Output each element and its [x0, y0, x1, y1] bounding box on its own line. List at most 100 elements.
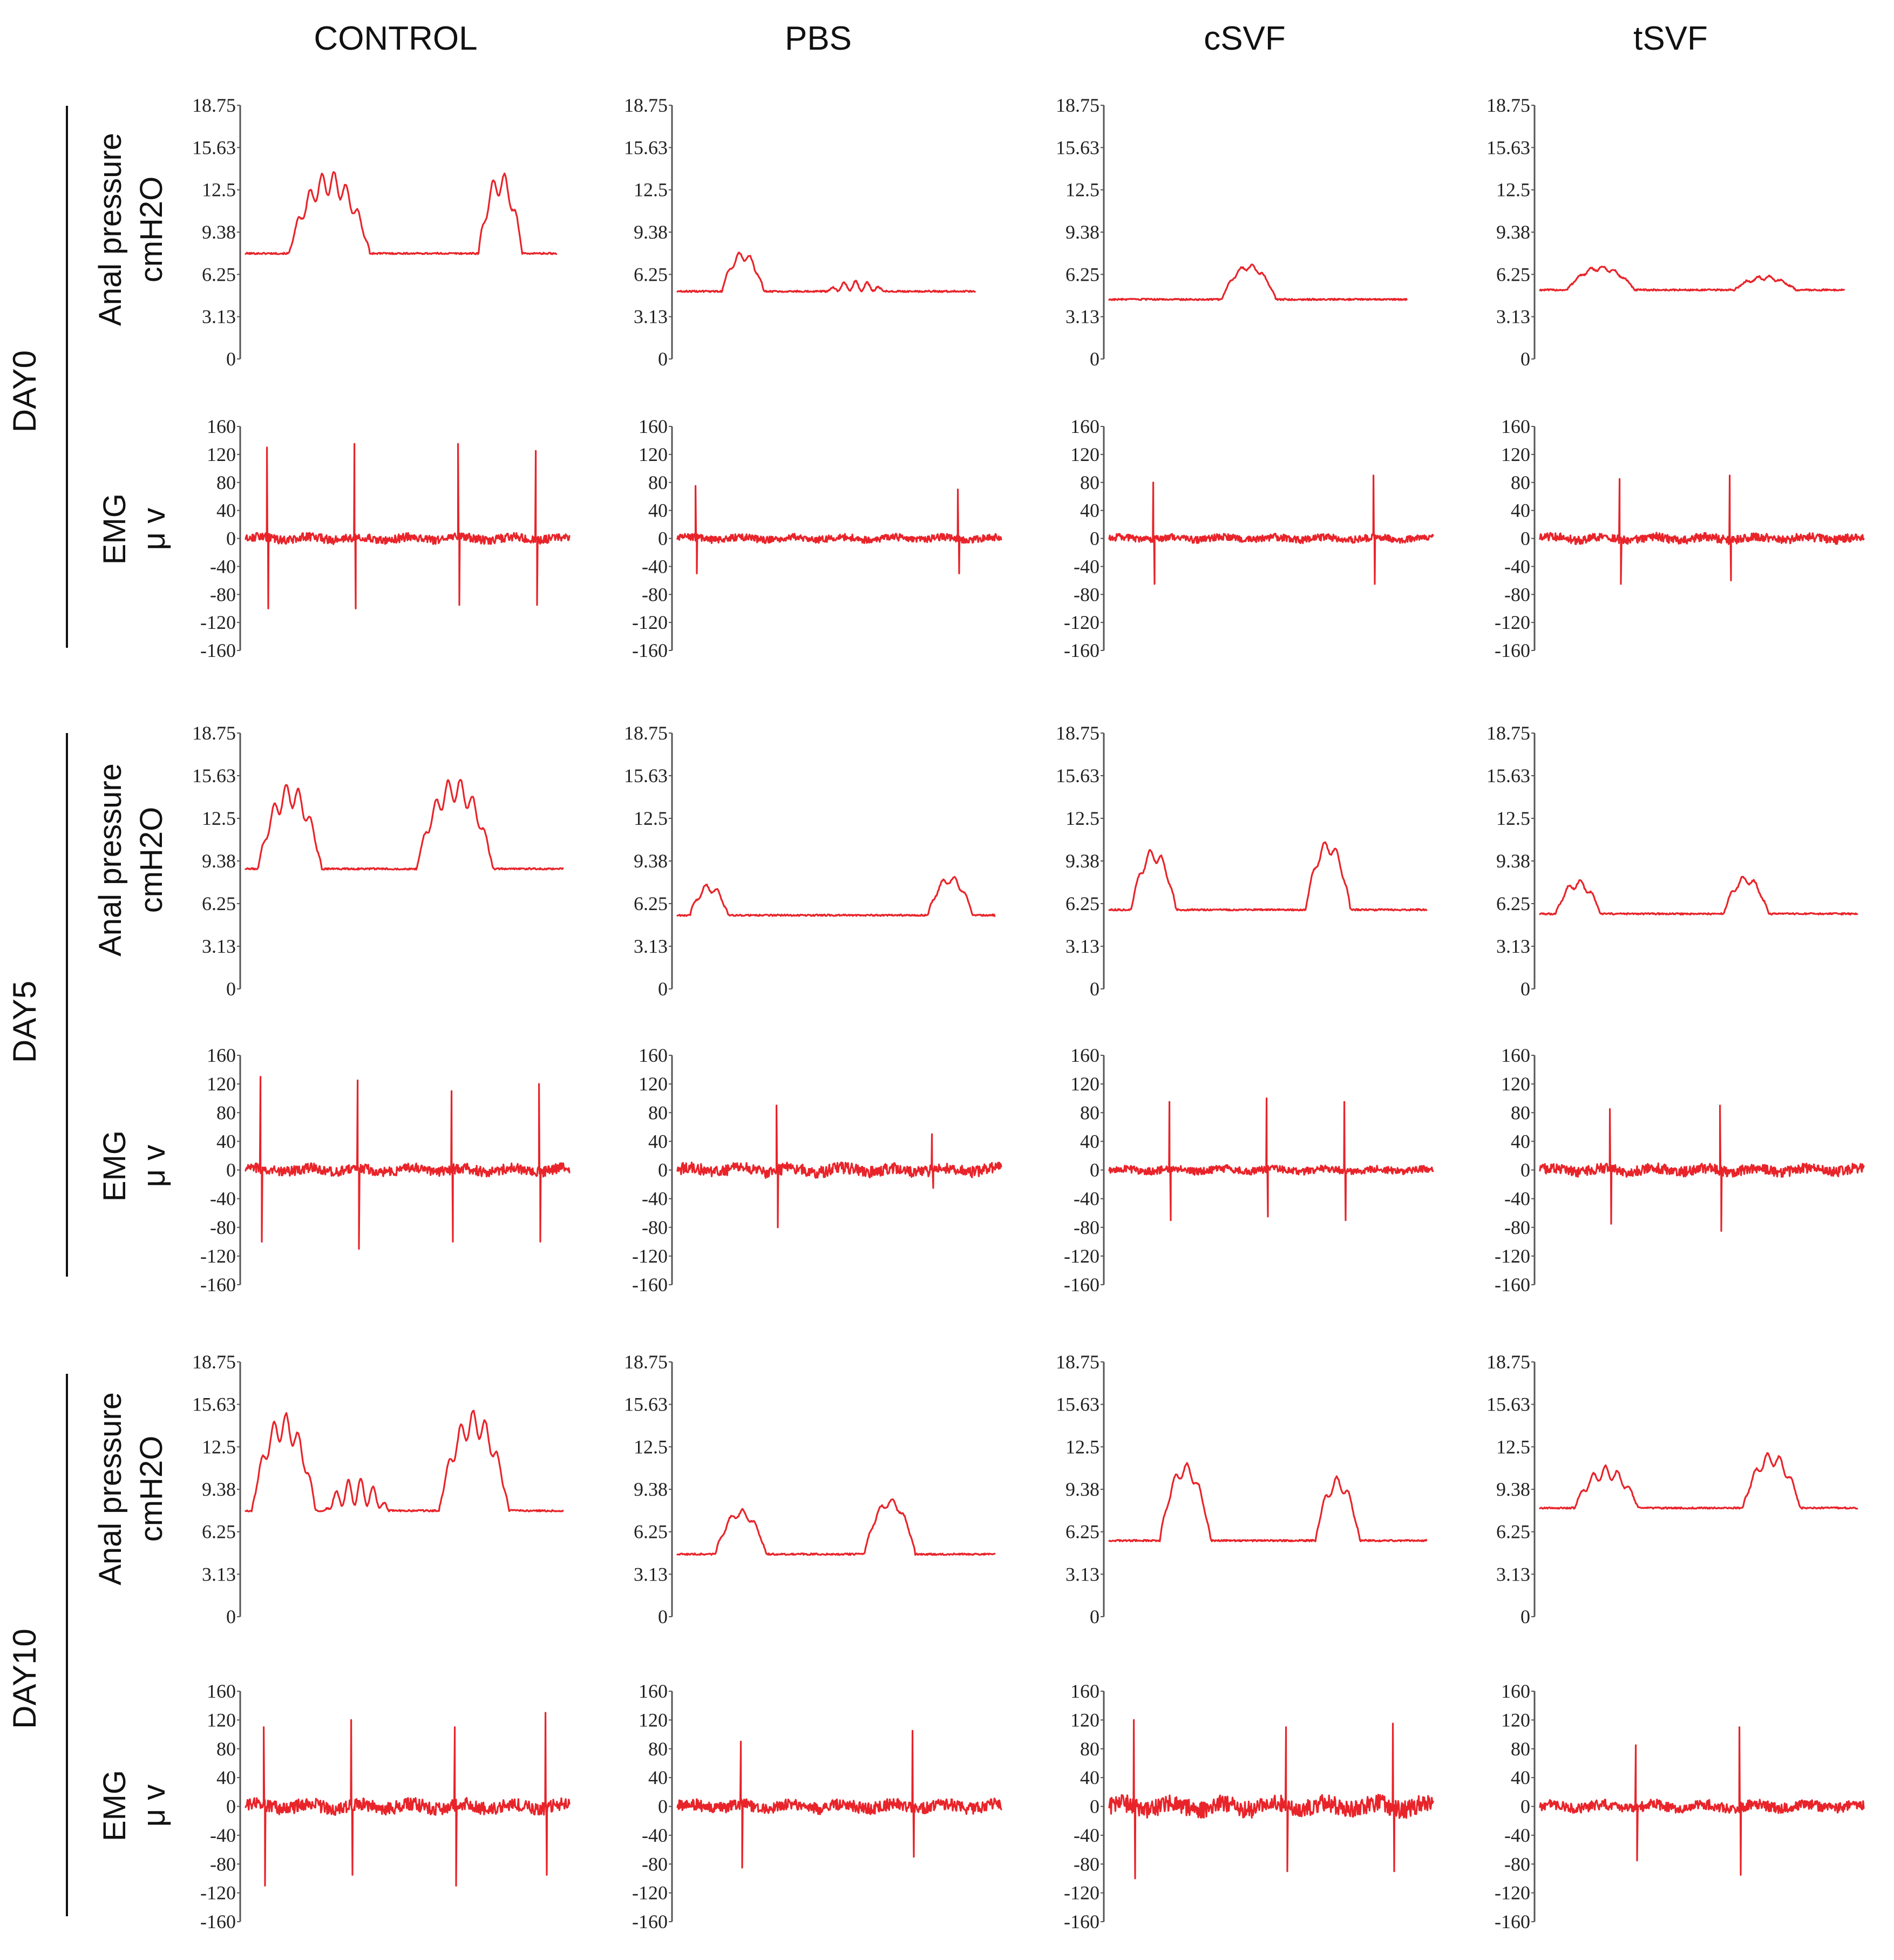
emg-tick-label: -120 [200, 612, 236, 633]
emg-tick-label: -160 [632, 1911, 668, 1932]
pressure-tick-label: 6.25 [202, 263, 236, 285]
emg-label-day10: EMG μ v [97, 1770, 172, 1841]
pressure-tick-label: 18.75 [1056, 94, 1099, 116]
pressure-tick-label: 0 [1520, 1606, 1530, 1627]
pressure-tick-label: 6.25 [1496, 893, 1530, 914]
emg-tick-label: -160 [1495, 640, 1530, 661]
emg-panel: 160 120 80 40 0 -40 -80 -120 -160 [200, 416, 571, 661]
emg-tick-label: -160 [1064, 1911, 1099, 1932]
emg-tick-label: -80 [210, 1853, 236, 1875]
pressure-tick-label: 3.13 [202, 306, 236, 328]
pressure-tick-label: 0 [1090, 348, 1099, 370]
emg-trace [245, 1076, 571, 1250]
emg-panel: 160 120 80 40 0 -40 -80 -120 -160 [1064, 1680, 1434, 1932]
pressure-tick-label: 9.38 [202, 221, 236, 243]
emg-tick-label: -160 [632, 1274, 668, 1296]
emg-tick-label: 80 [1080, 1102, 1099, 1123]
emg-tick-label: 0 [1090, 528, 1099, 550]
emg-tick-label: -160 [200, 1274, 236, 1296]
column-title-pbs: PBS [785, 20, 852, 57]
emg-tick-label: 160 [1501, 416, 1530, 437]
pressure-tick-label: 18.75 [192, 722, 236, 744]
pressure-tick-label: 3.13 [634, 306, 668, 328]
emg-tick-label: 40 [216, 500, 236, 521]
pressure-tick-label: 9.38 [634, 850, 668, 872]
emg-label-line2: μ v [137, 508, 172, 551]
emg-tick-label: 120 [1070, 444, 1099, 465]
pressure-tick-label: 15.63 [1486, 765, 1530, 786]
pressure-trace [1539, 1452, 1858, 1510]
emg-tick-label: -80 [642, 584, 668, 605]
pressure-panel: 18.75 15.63 12.5 9.38 6.25 3.13 0 [192, 722, 564, 1000]
emg-trace [676, 1104, 1002, 1229]
pressure-tick-label: 12.5 [202, 1436, 236, 1457]
emg-tick-label: -80 [1074, 1853, 1099, 1875]
pressure-trace [676, 252, 976, 293]
emg-tick-label: -80 [1074, 584, 1099, 605]
pressure-tick-label: 6.25 [1496, 1521, 1530, 1543]
emg-tick-label: -40 [210, 555, 236, 577]
pressure-tick-label: 15.63 [624, 765, 668, 786]
pressure-label-line2: cmH2O [134, 177, 169, 283]
emg-tick-label: -160 [1064, 640, 1099, 661]
pressure-tick-label: 0 [226, 978, 236, 1000]
pressure-tick-label: 6.25 [202, 893, 236, 914]
emg-panel: 160 120 80 40 0 -40 -80 -120 -160 [1064, 1045, 1434, 1296]
emg-tick-label: 80 [1080, 1738, 1099, 1760]
column-title-control: CONTROL [314, 20, 477, 57]
pressure-tick-label: 15.63 [1486, 1394, 1530, 1415]
pressure-tick-label: 12.5 [202, 179, 236, 201]
pressure-tick-label: 9.38 [202, 1479, 236, 1500]
pressure-tick-label: 15.63 [192, 1394, 236, 1415]
emg-tick-label: 120 [1501, 444, 1530, 465]
emg-tick-label: -80 [1504, 1217, 1530, 1238]
pressure-label-day5: Anal pressure cmH2O [93, 763, 169, 957]
emg-tick-label: -40 [1504, 1188, 1530, 1210]
pressure-tick-label: 12.5 [634, 808, 668, 829]
pressure-tick-label: 15.63 [624, 1394, 668, 1415]
emg-tick-label: 120 [1070, 1073, 1099, 1095]
emg-tick-label: -160 [200, 1911, 236, 1932]
pressure-trace [245, 1409, 564, 1513]
emg-tick-label: 40 [1511, 1130, 1530, 1152]
emg-tick-label: -40 [1074, 555, 1099, 577]
pressure-tick-label: 3.13 [634, 935, 668, 957]
pressure-tick-label: 6.25 [1065, 893, 1099, 914]
emg-tick-label: 160 [639, 1680, 668, 1702]
emg-label-line2: μ v [137, 1145, 172, 1188]
pressure-panel: 18.75 15.63 12.5 9.38 6.25 3.13 0 [624, 1351, 996, 1627]
pressure-tick-label: 0 [226, 348, 236, 370]
emg-tick-label: -120 [200, 1245, 236, 1267]
emg-panel: 160 120 80 40 0 -40 -80 -120 -160 [632, 1045, 1002, 1296]
emg-trace [1108, 1097, 1434, 1222]
emg-panel: 160 120 80 40 0 -40 -80 -120 -160 [632, 416, 1002, 661]
emg-tick-label: -80 [642, 1853, 668, 1875]
emg-tick-label: -40 [210, 1188, 236, 1210]
pressure-tick-label: 0 [658, 348, 668, 370]
pressure-label-line1: Anal pressure [93, 763, 128, 957]
pressure-tick-label: 6.25 [634, 1521, 668, 1543]
emg-panel: 160 120 80 40 0 -40 -80 -120 -160 [200, 1680, 571, 1932]
pressure-tick-label: 3.13 [1496, 306, 1530, 328]
pressure-tick-label: 15.63 [1056, 765, 1099, 786]
pressure-tick-label: 18.75 [192, 1351, 236, 1373]
emg-tick-label: 40 [1080, 500, 1099, 521]
emg-trace [1539, 1726, 1865, 1876]
pressure-tick-label: 18.75 [1486, 722, 1530, 744]
pressure-tick-label: 18.75 [192, 94, 236, 116]
emg-tick-label: -80 [210, 584, 236, 605]
emg-tick-label: 120 [639, 444, 668, 465]
emg-tick-label: 120 [639, 1073, 668, 1095]
pressure-label-line2: cmH2O [134, 1436, 169, 1542]
emg-tick-label: 0 [658, 1796, 668, 1817]
emg-tick-label: -160 [1064, 1274, 1099, 1296]
emg-tick-label: 0 [226, 1796, 236, 1817]
emg-tick-label: 80 [648, 1738, 668, 1760]
emg-panel: 160 120 80 40 0 -40 -80 -120 -160 [1495, 416, 1865, 661]
pressure-tick-label: 0 [658, 1606, 668, 1627]
emg-trace [1108, 1719, 1434, 1880]
emg-tick-label: 80 [1511, 1738, 1530, 1760]
pressure-tick-label: 15.63 [1056, 137, 1099, 158]
emg-tick-label: 0 [1090, 1796, 1099, 1817]
